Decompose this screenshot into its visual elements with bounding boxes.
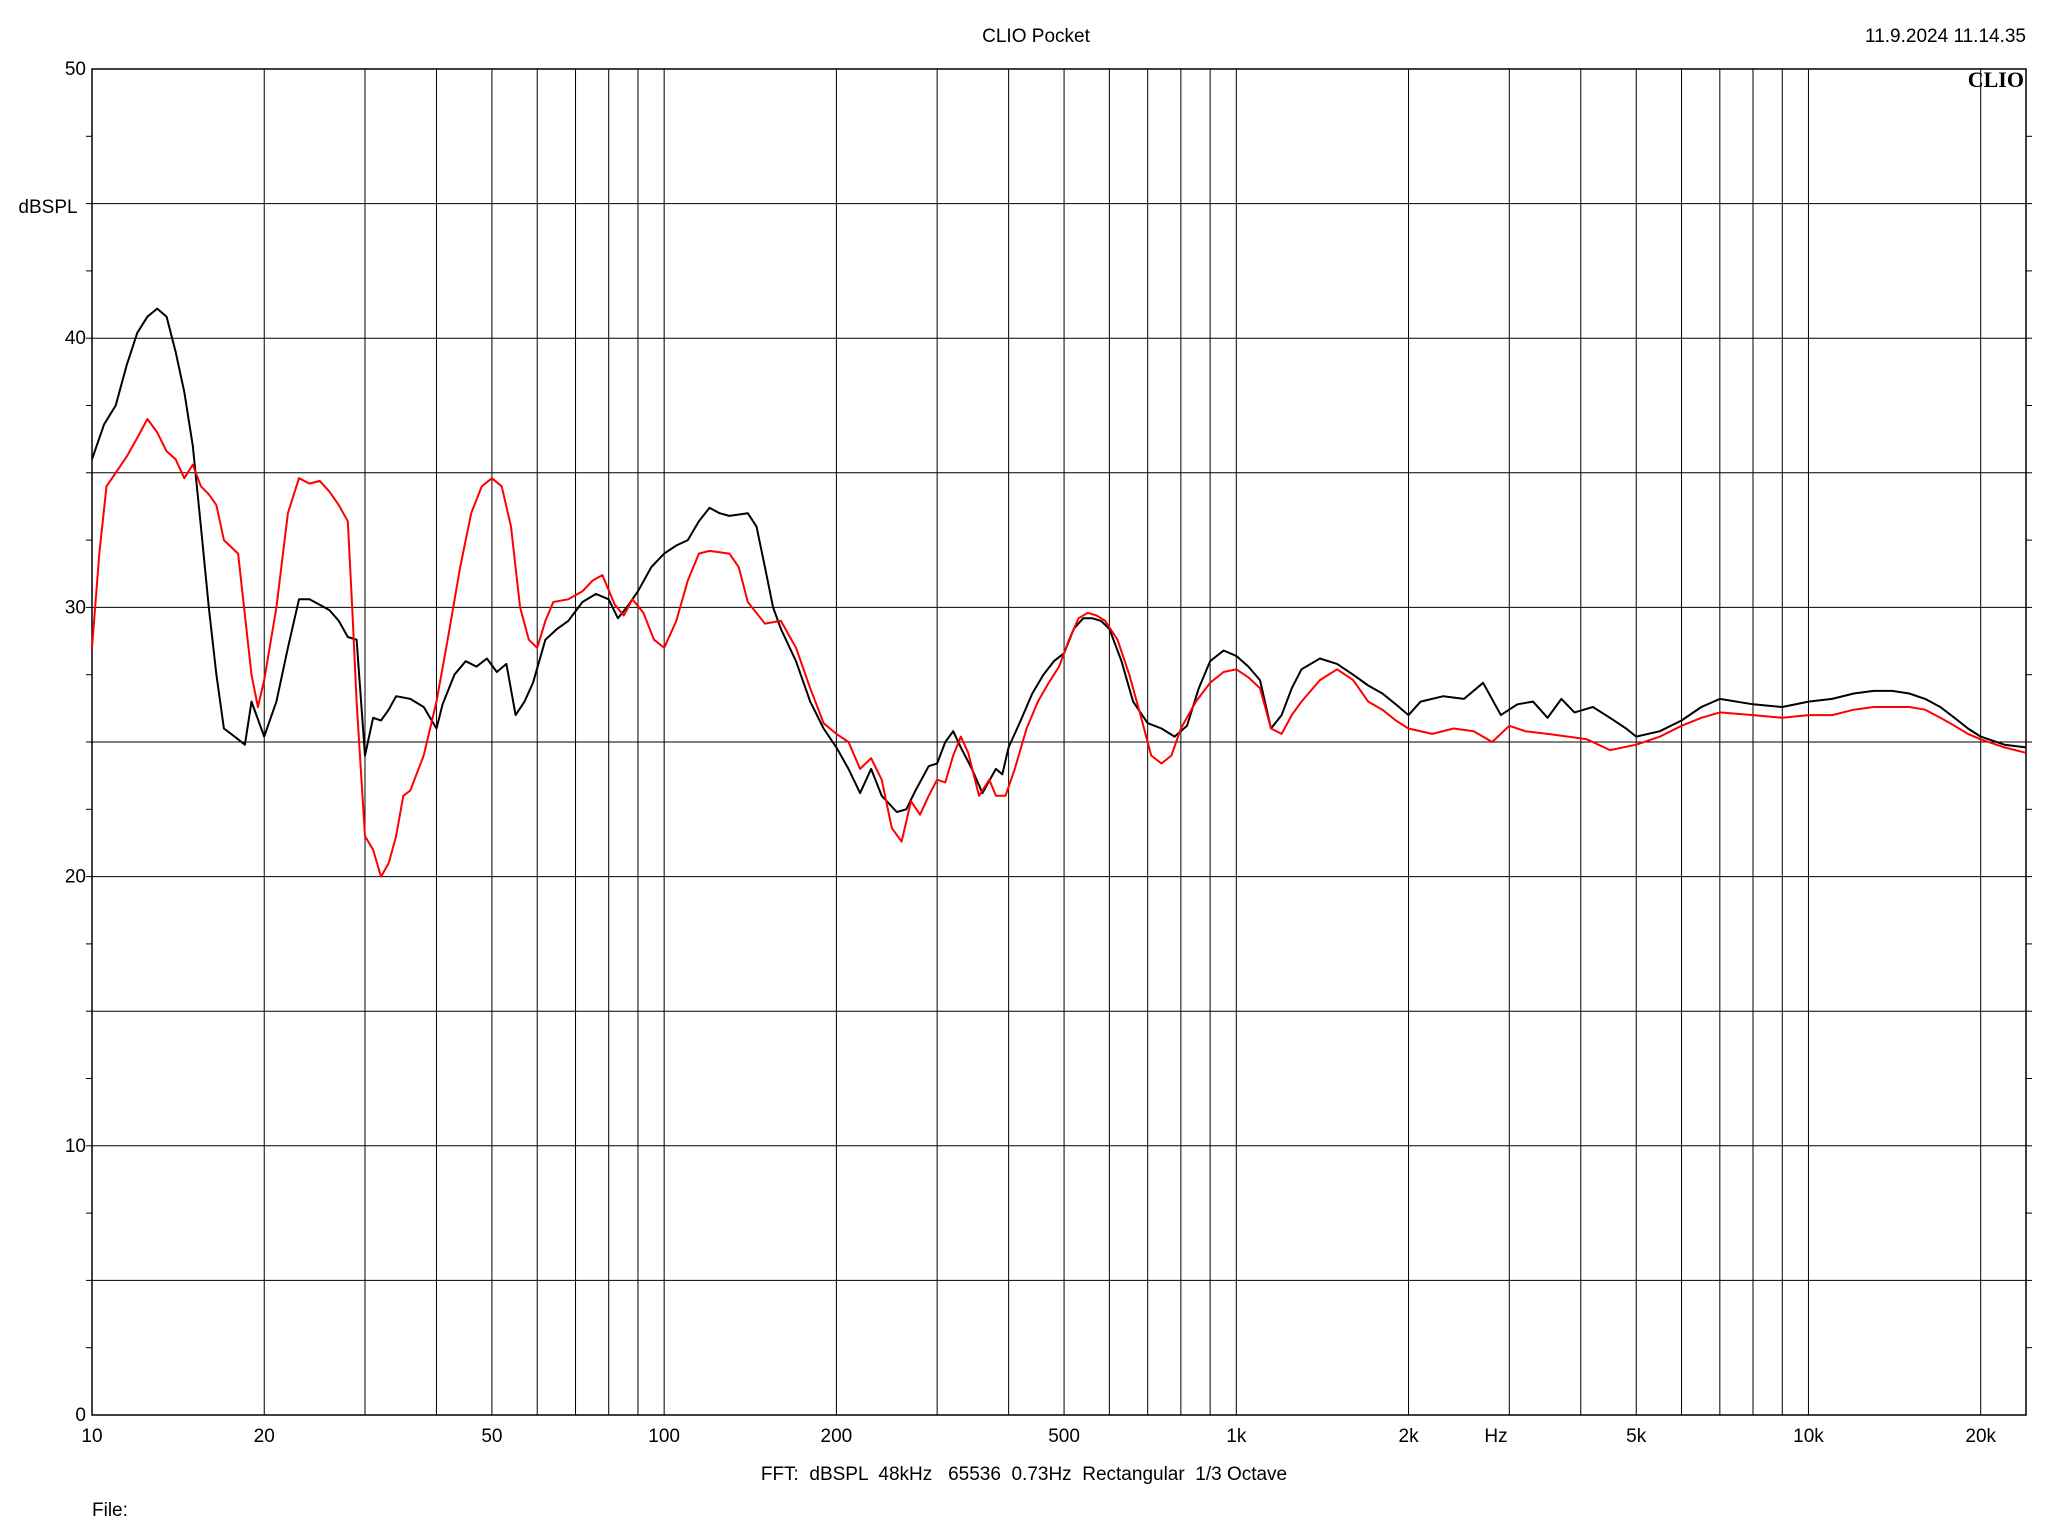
series-line-2: [91, 418, 2027, 878]
x-tick-label: 500: [1048, 1426, 1080, 1447]
y-tick-label: 30: [65, 597, 86, 618]
plot-border: [91, 68, 2027, 1416]
x-tick-label: 10k: [1793, 1426, 1824, 1447]
chart-title: CLIO Pocket: [982, 26, 1090, 47]
y-tick-label: 50: [65, 59, 86, 80]
series-layer: [91, 307, 2027, 878]
clio-logo: CLIO: [1968, 67, 2024, 92]
y-tick-label: 10: [65, 1136, 86, 1157]
y-axis-label: dBSPL: [18, 197, 77, 218]
minor-y-ticks: [86, 135, 2032, 1349]
series-line-1: [91, 307, 2027, 813]
y-tick-labels: 0 10 20 30 40 50: [65, 59, 86, 1426]
x-tick-labels: 10 20 50 100 200 500 1k 2k 5k 10k 20k: [81, 1426, 1996, 1447]
x-tick-label: 50: [481, 1426, 502, 1447]
file-label: File:: [92, 1500, 128, 1521]
y-tick-label: 40: [65, 328, 86, 349]
y-tick-label: 0: [75, 1405, 86, 1426]
y-tick-label: 20: [65, 867, 86, 888]
x-axis-label: Hz: [1484, 1426, 1507, 1447]
x-tick-label: 10: [81, 1426, 102, 1447]
plot-area: [86, 68, 2032, 1416]
fft-settings: FFT: dBSPL 48kHz 65536 0.73Hz Rectangula…: [761, 1464, 1287, 1485]
x-tick-label: 100: [648, 1426, 680, 1447]
x-tick-label: 5k: [1626, 1426, 1647, 1447]
x-tick-label: 1k: [1226, 1426, 1247, 1447]
x-tick-label: 20: [254, 1426, 275, 1447]
x-tick-label: 20k: [1965, 1426, 1996, 1447]
horizontal-grid: [92, 203, 2026, 1281]
x-tick-label: 200: [821, 1426, 853, 1447]
timestamp: 11.9.2024 11.14.35: [1865, 26, 2026, 47]
x-tick-label: 2k: [1399, 1426, 1420, 1447]
